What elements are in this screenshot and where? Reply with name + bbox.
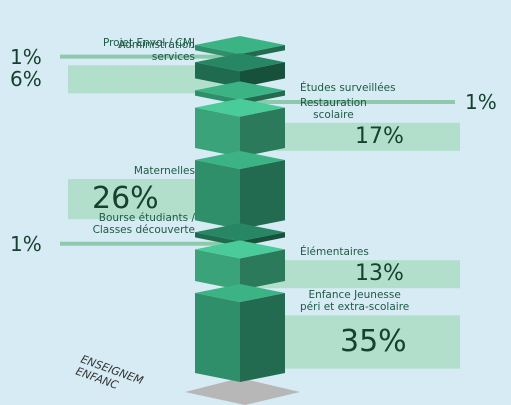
category-label: Élémentaires	[300, 246, 369, 259]
cube-top-face	[195, 98, 285, 117]
cube	[195, 53, 285, 88]
category-label: Restauration scolaire	[300, 96, 367, 121]
cube-top-face	[195, 36, 285, 54]
category-label: Projet Envol / CMJ	[102, 36, 195, 49]
cube-left-face	[195, 62, 240, 88]
cube-left-face	[195, 107, 240, 157]
cube-right-face	[240, 107, 285, 157]
base-plate	[185, 378, 300, 405]
cube-top-face	[195, 81, 285, 100]
cube-left-face	[195, 293, 240, 382]
cube-top-face	[195, 240, 285, 259]
cube	[195, 284, 285, 382]
value-label: 1%	[10, 44, 42, 69]
value-label: 1%	[465, 90, 497, 114]
cube-right-face	[240, 160, 285, 230]
cube-top-face	[195, 53, 285, 72]
category-label: Enfance Jeunesse péri et extra-scolaire	[300, 289, 410, 314]
category-label: Maternelles	[133, 165, 195, 178]
cube	[195, 151, 285, 230]
cube-top-face	[195, 151, 285, 169]
value-label: 26%	[92, 181, 159, 217]
cube-top-face	[195, 284, 285, 302]
cube-left-face	[195, 160, 240, 230]
cube-right-face	[240, 62, 285, 88]
value-label: 6%	[10, 67, 42, 92]
cube-left-face	[195, 249, 240, 290]
cube-top-face	[195, 223, 285, 242]
cube-right-face	[240, 249, 285, 290]
category-label: Administration services	[118, 39, 195, 64]
category-label: Bourse étudiants / Classes découverte	[92, 211, 195, 236]
value-label: 13%	[355, 261, 404, 286]
category-label: Études surveillées	[300, 82, 396, 94]
cube	[195, 240, 285, 290]
value-label: 35%	[340, 324, 407, 359]
value-label: 17%	[355, 123, 404, 149]
cube	[195, 98, 285, 157]
cube-right-face	[240, 293, 285, 382]
value-label: 1%	[10, 231, 42, 256]
